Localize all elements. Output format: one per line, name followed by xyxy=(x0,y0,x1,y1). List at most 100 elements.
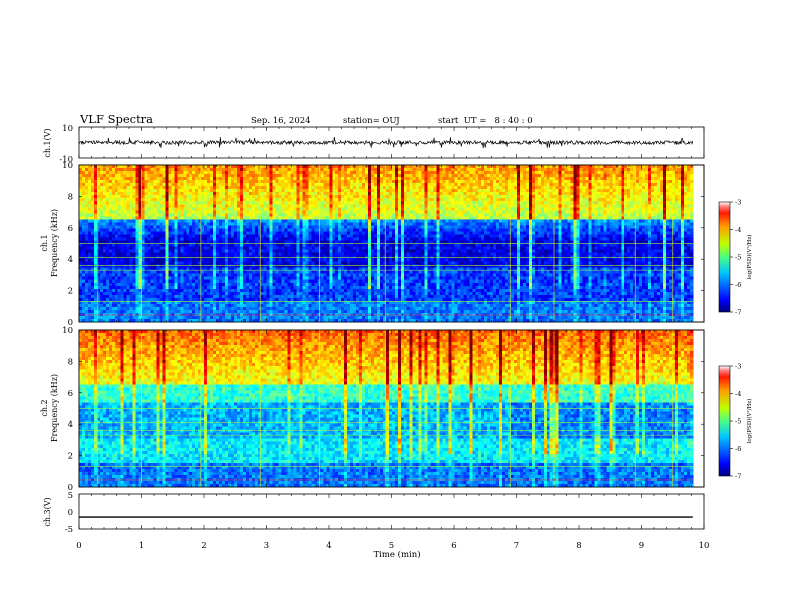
ch1-spec-cell xyxy=(299,279,303,284)
ch1-spec-cell xyxy=(144,201,149,205)
ch1-spec-cell xyxy=(296,249,300,254)
ch1-spec-cell xyxy=(335,279,339,284)
ch1-spec-cell xyxy=(216,204,220,208)
ch1-spec-cell xyxy=(120,243,125,248)
ch1-spec-cell xyxy=(192,219,196,223)
ch1-spec-cell xyxy=(275,306,280,311)
ch1-spec-cell xyxy=(153,204,157,208)
ch1-spec-cell xyxy=(162,195,166,199)
ch1-spec-cell xyxy=(219,276,223,281)
ch1-spec-cell xyxy=(147,186,152,190)
ch1-spec-cell xyxy=(150,219,154,223)
ch1-spec-cell xyxy=(323,273,327,278)
ch1-spec-cell xyxy=(302,261,306,266)
ch1-spec-cell xyxy=(180,318,184,323)
ch1-spec-cell xyxy=(79,252,83,257)
ch1-spec-cell xyxy=(347,186,351,190)
ch1-spec-cell xyxy=(332,267,336,272)
ch1-spec-cell xyxy=(204,240,208,244)
ch1-spec-cell xyxy=(278,177,283,181)
ch1-spec-cell xyxy=(245,306,250,311)
ch1-spec-cell xyxy=(278,195,283,199)
ch1-spec-cell xyxy=(207,186,211,190)
ch1-spec-cell xyxy=(227,210,232,214)
ch1-spec-cell xyxy=(302,273,306,278)
ch1-spec-cell xyxy=(216,261,220,266)
ch1-spec-cell xyxy=(117,192,122,196)
ch1-spec-cell xyxy=(201,303,205,308)
ch1-spec-cell xyxy=(219,252,223,257)
ch1-spec-cell xyxy=(305,318,309,323)
ch1-spec-cell xyxy=(132,252,137,257)
ch1-spec-cell xyxy=(326,291,330,296)
ch1-spec-cell xyxy=(177,291,181,296)
ch1-spec-cell xyxy=(248,216,253,220)
ch1-spec-cell xyxy=(90,207,95,211)
ch1-spec-cell xyxy=(308,195,312,199)
ch1-spec-cell xyxy=(308,198,312,202)
ch1-spec-cell xyxy=(156,252,160,257)
ch1-spec-cell xyxy=(183,267,187,272)
ch1-spec-cell xyxy=(144,234,149,238)
ch1-spec-cell xyxy=(326,288,330,293)
ch1-spec-cell xyxy=(153,234,157,238)
ch1-spec-cell xyxy=(138,234,143,238)
ch1-spec-cell xyxy=(356,225,360,229)
ch1-spec-cell xyxy=(299,165,303,169)
ch1-spec-cell xyxy=(299,195,303,199)
ch1-spec-cell xyxy=(281,306,286,311)
ch1-spec-cell xyxy=(356,180,360,184)
ch1-spec-cell xyxy=(353,219,357,223)
ch1-spec-cell xyxy=(248,252,253,257)
ch1-spec-cell xyxy=(266,171,271,175)
ch1-spec-cell xyxy=(317,222,321,226)
ch1-spec-cell xyxy=(198,303,202,308)
ch1-spec-cell xyxy=(174,285,178,290)
ch1-spec-cell xyxy=(284,228,289,232)
ch1-spec-cell xyxy=(147,228,152,232)
ch1-spec-cell xyxy=(87,177,92,181)
ch1-spec-cell xyxy=(168,216,172,220)
ch1-spec-cell xyxy=(347,222,351,226)
ch1-spec-cell xyxy=(332,282,336,287)
ch1-spec-cell xyxy=(120,276,125,281)
ch1-spec-cell xyxy=(242,213,247,217)
ch1-spec-cell xyxy=(332,195,336,199)
ch1-spec-cell xyxy=(248,219,253,223)
ch1-spec-cell xyxy=(347,165,351,169)
ch1-spec-cell xyxy=(183,204,187,208)
ch1-spec-cell xyxy=(296,267,300,272)
ch1-spec-cell xyxy=(147,195,152,199)
ch1-spec-cell xyxy=(284,204,289,208)
ch1-spec-cell xyxy=(132,261,137,266)
ch1-spec-cell xyxy=(129,228,134,232)
ch1-spec-cell xyxy=(284,243,289,248)
ch1-spec-cell xyxy=(79,171,83,175)
ch1-spec-cell xyxy=(308,234,312,238)
ch1-spec-cell xyxy=(108,165,113,169)
ch1-spec-cell xyxy=(326,198,330,202)
ch1-spec-cell xyxy=(150,306,154,311)
ch1-spec-cell xyxy=(251,318,256,323)
ch1-spec-cell xyxy=(207,225,211,229)
ch1-spec-cell xyxy=(219,225,223,229)
ch1-spec-cell xyxy=(120,201,125,205)
ch1-spec-cell xyxy=(272,237,277,241)
ch1-spec-cell xyxy=(171,216,175,220)
ch1-spec-cell xyxy=(263,297,268,302)
ch1-spec-cell xyxy=(108,264,113,269)
ch1-spec-cell xyxy=(204,189,208,193)
ch1-spec-cell xyxy=(144,258,149,263)
ch1-spec-cell xyxy=(332,165,336,169)
ch1-spec-cell xyxy=(236,168,241,172)
ch1-spec-cell xyxy=(138,225,143,229)
ch1-spec-cell xyxy=(347,303,351,308)
ch1-spec-cell xyxy=(338,252,342,257)
ch1-spec-cell xyxy=(308,186,312,190)
ch1-spec-cell xyxy=(260,201,265,205)
ch1-spec-cell xyxy=(323,282,327,287)
ch1-spec-cell xyxy=(254,264,259,269)
ch1-spec-cell xyxy=(210,234,214,238)
ch1-spec-cell xyxy=(129,276,134,281)
ch1-spec-cell xyxy=(326,201,330,205)
